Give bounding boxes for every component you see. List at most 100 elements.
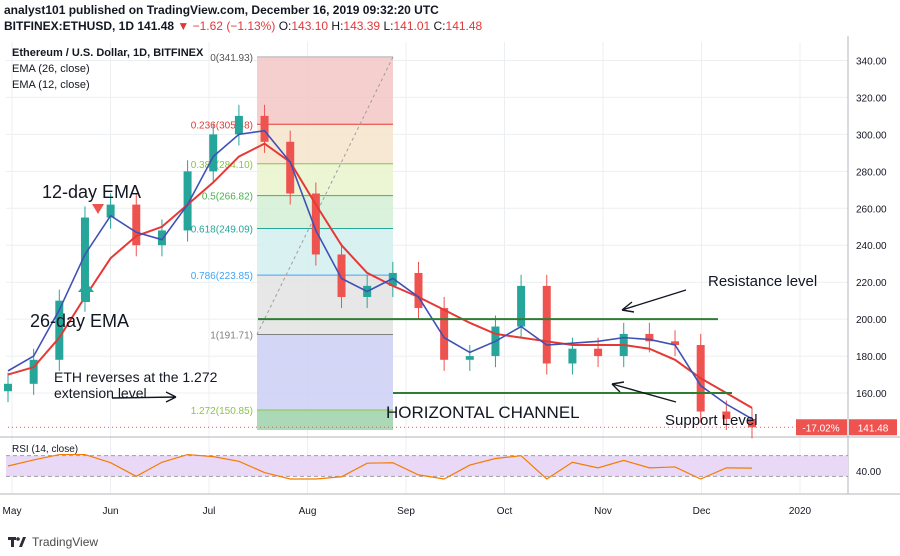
x-tick-4: Sep xyxy=(397,506,415,517)
open-value: 143.10 xyxy=(291,19,329,33)
candle-body-18 xyxy=(465,356,474,360)
ema-line-0 xyxy=(7,142,753,409)
candle-body-10 xyxy=(260,115,269,142)
y-tick-280: 280.00 xyxy=(856,167,887,178)
x-tick-3: Aug xyxy=(299,506,317,517)
y-tick-340: 340.00 xyxy=(856,56,887,67)
high-label: H: xyxy=(331,19,344,33)
candle-body-6 xyxy=(157,230,166,246)
candle-body-22 xyxy=(568,348,577,364)
legend-ema12: EMA (12, close) xyxy=(12,79,90,91)
x-tick-0: May xyxy=(3,506,22,517)
y-tick-240: 240.00 xyxy=(856,241,887,252)
fib-zone-1 xyxy=(257,334,393,410)
open-label: O: xyxy=(278,19,292,33)
resistance-arrow-icon xyxy=(621,289,687,313)
annotations: 12-day EMA 26-day EMA Resistance level Supp… xyxy=(30,182,817,429)
fib-zone-0.236 xyxy=(257,124,393,164)
change-pct-text: -17.02% xyxy=(802,423,839,434)
last-price: 141.48 xyxy=(137,19,175,33)
symbol-label: BITFINEX:ETHUSD, 1D xyxy=(4,19,135,33)
rsi-tick: 40.00 xyxy=(856,467,881,478)
reversal-annotation-line1: ETH reverses at the 1.272 xyxy=(54,369,218,385)
candle-body-16 xyxy=(414,272,423,309)
ema-line-1 xyxy=(7,129,753,420)
tradingview-logo-icon xyxy=(8,537,26,547)
fib-zone-0.382 xyxy=(257,163,393,196)
price-chart[interactable]: 0(341.93) 0.236(305.48) 0.382(284.10) 0.5(2… xyxy=(0,36,900,526)
fib-zone-0.786 xyxy=(257,275,393,335)
y-tick-220: 220.00 xyxy=(856,278,887,289)
x-tick-6: Nov xyxy=(594,506,612,517)
publisher-info: analyst101 published on TradingView.com,… xyxy=(4,3,439,17)
x-tick-1: Jun xyxy=(102,506,118,517)
candle-body-13 xyxy=(337,254,346,297)
fib-label-0.5: 0.5(266.82) xyxy=(202,192,253,203)
ema26-arrow-icon xyxy=(78,282,94,302)
fib-zone-below xyxy=(257,409,393,430)
last-price-tag xyxy=(849,419,897,436)
fib-zone-0 xyxy=(257,56,393,125)
fib-zone-0.618 xyxy=(257,228,393,276)
fib-label-0: 0(341.93) xyxy=(210,53,253,64)
support-resistance-lines[interactable] xyxy=(8,318,848,428)
candle-body-21 xyxy=(542,285,551,364)
chart-header: analyst101 published on TradingView.com,… xyxy=(4,2,896,36)
candle-body-11 xyxy=(286,141,295,194)
ema-lines xyxy=(7,129,753,420)
rsi-label: RSI (14, close) xyxy=(12,444,78,455)
grid-lines xyxy=(0,36,900,495)
x-tick-8: 2020 xyxy=(789,506,812,517)
time-axis[interactable]: May Jun Jul Aug Sep Oct Nov Dec 2020 xyxy=(3,506,812,517)
fibonacci-retracement[interactable]: 0(341.93) 0.236(305.48) 0.382(284.10) 0.5(2… xyxy=(191,53,394,430)
resistance-annotation: Resistance level xyxy=(708,273,817,290)
fib-label-1: 1(191.71) xyxy=(210,330,253,341)
fib-label-0.618: 0.618(249.09) xyxy=(191,224,253,235)
candle-body-26 xyxy=(671,341,680,346)
support-arrow-icon xyxy=(611,381,677,403)
ema12-annotation: 12-day EMA xyxy=(42,182,141,202)
fib-label-0.236: 0.236(305.48) xyxy=(191,120,253,131)
low-value: 141.01 xyxy=(393,19,431,33)
legend-ema26: EMA (26, close) xyxy=(12,63,90,75)
fib-label-1.272: 1.272(150.85) xyxy=(191,406,253,417)
reversal-arrow-icon xyxy=(111,391,177,403)
candle-body-12 xyxy=(311,193,320,255)
fib-zone-0.5 xyxy=(257,195,393,229)
ema12-arrow-icon xyxy=(92,204,104,214)
tradingview-footer: TradingView xyxy=(8,530,98,554)
fib-label-0.786: 0.786(223.85) xyxy=(191,271,253,282)
close-value: 141.48 xyxy=(445,19,483,33)
x-tick-2: Jul xyxy=(203,506,216,517)
candle-body-5 xyxy=(132,204,141,246)
candle-body-17 xyxy=(440,308,449,360)
candle-body-23 xyxy=(594,348,603,357)
close-label: C: xyxy=(433,19,446,33)
candle-body-8 xyxy=(209,134,218,172)
footer-brand: TradingView xyxy=(32,535,99,549)
rsi-pane[interactable]: RSI (14, close) 40.00 xyxy=(6,444,881,480)
rsi-band xyxy=(6,455,848,477)
x-tick-7: Dec xyxy=(693,506,711,517)
y-tick-260: 260.00 xyxy=(856,204,887,215)
candle-body-2 xyxy=(55,300,64,360)
ema26-annotation: 26-day EMA xyxy=(30,311,129,331)
candle-body-25 xyxy=(645,333,654,342)
candle-body-7 xyxy=(183,171,192,231)
low-label: L: xyxy=(383,19,394,33)
legend-title: Ethereum / U.S. Dollar, 1D, BITFINEX xyxy=(12,47,204,59)
price-axis[interactable]: 160.00 180.00 200.00 220.00 240.00 260.00 280.… xyxy=(796,56,897,436)
reversal-annotation-line2: extension level xyxy=(54,385,147,401)
change-pct-tag xyxy=(796,419,847,436)
last-price-text: 141.48 xyxy=(858,423,889,434)
candle-body-9 xyxy=(234,115,243,135)
high-value: 143.39 xyxy=(343,19,381,33)
x-tick-5: Oct xyxy=(497,506,513,517)
candle-body-1 xyxy=(29,359,38,384)
rsi-line xyxy=(7,453,753,480)
support-annotation: Support Level xyxy=(665,412,758,429)
candle-body-29 xyxy=(748,418,756,428)
fib-label-0.382: 0.382(284.10) xyxy=(191,160,253,171)
candle-body-20 xyxy=(517,285,526,327)
candle-body-4 xyxy=(106,204,115,218)
